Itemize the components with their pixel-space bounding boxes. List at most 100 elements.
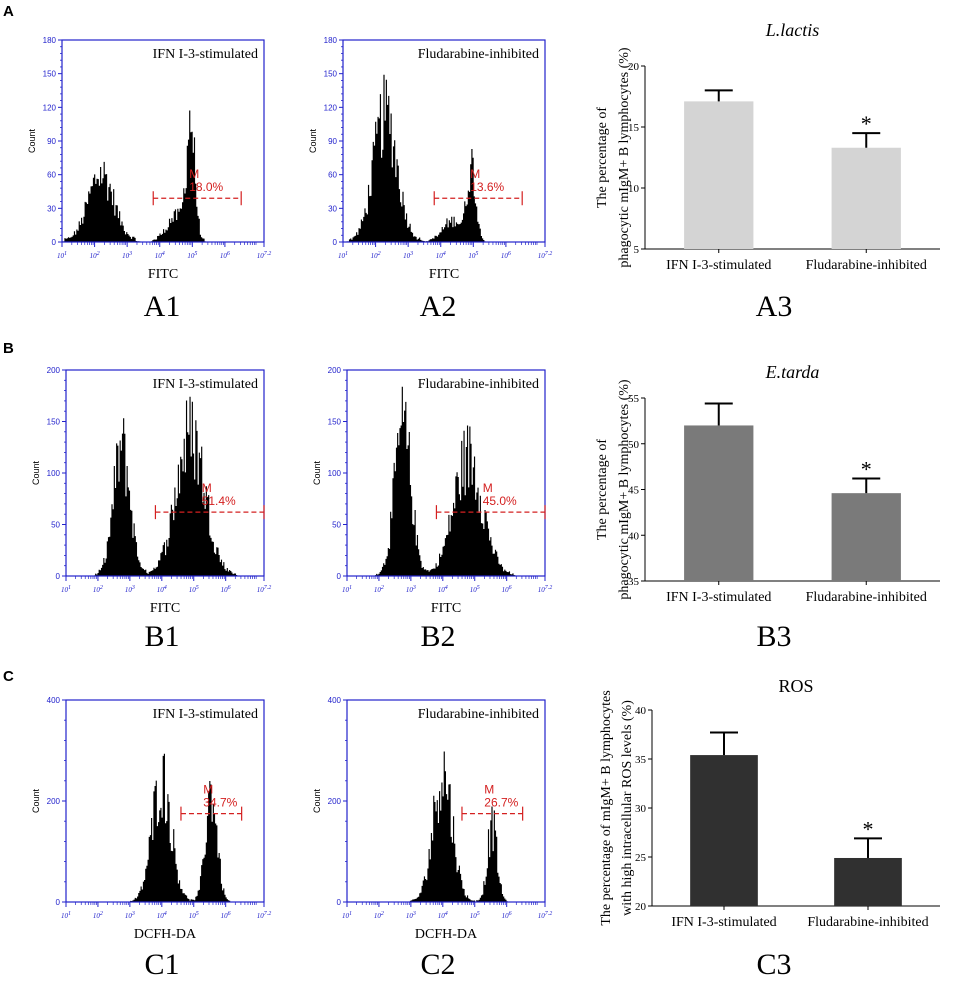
bar bbox=[684, 101, 754, 249]
bar bbox=[831, 493, 901, 581]
y-tick-label: 35 bbox=[635, 754, 647, 766]
gate-label: M bbox=[203, 783, 213, 797]
gate-label: M bbox=[483, 481, 493, 495]
y-tick-label: 200 bbox=[328, 797, 342, 806]
y-axis-label-line2: phagocytic mIgM+ B lymphocytes (%) bbox=[617, 379, 632, 600]
y-tick-label: 20 bbox=[635, 901, 647, 913]
y-tick-label: 30 bbox=[47, 204, 56, 213]
histogram-C1: 0 200 400 Count 101 102 103 104 105 106 107.2 DCFH-… bbox=[31, 696, 271, 981]
y-tick-label: 30 bbox=[328, 204, 337, 213]
x-tick-label: 106 bbox=[502, 911, 512, 920]
category-label: Fludarabine-inhibited bbox=[807, 915, 928, 930]
histogram-B2: 0 50 100 150 200 Count 101 102 103 104 105 106 107.2… bbox=[312, 366, 552, 653]
gate-percentage: 45.0% bbox=[483, 494, 517, 508]
x-axis-label: FITC bbox=[150, 601, 180, 616]
row-label-b: B bbox=[3, 340, 14, 357]
y-axis-label: Count bbox=[312, 789, 322, 814]
bar bbox=[684, 425, 754, 581]
significance-star: * bbox=[861, 111, 872, 136]
x-tick-label: 104 bbox=[436, 250, 446, 260]
x-tick-label: 103 bbox=[125, 585, 135, 594]
x-tick-label: 104 bbox=[438, 910, 448, 920]
gate-label: M bbox=[189, 167, 199, 181]
y-tick-label: 5 bbox=[634, 244, 640, 256]
x-axis-label: DCFH-DA bbox=[134, 927, 197, 942]
histogram-bars bbox=[93, 396, 239, 576]
histogram-bars bbox=[62, 110, 206, 242]
bar bbox=[831, 147, 901, 249]
y-tick-label: 45 bbox=[628, 485, 640, 497]
y-tick-label: 150 bbox=[47, 418, 61, 427]
y-axis-label-line2: phagocytic mIgM+ B lymphocytes (%) bbox=[617, 47, 632, 268]
panel-label: B1 bbox=[144, 620, 179, 653]
x-tick-label: 101 bbox=[342, 585, 352, 594]
x-tick-label: 106 bbox=[501, 251, 511, 260]
x-tick-label: 107.2 bbox=[538, 585, 553, 594]
category-label: IFN I-3-stimulated bbox=[666, 258, 771, 273]
y-tick-label: 50 bbox=[332, 521, 341, 530]
histogram-bars bbox=[374, 386, 516, 576]
y-tick-label: 200 bbox=[47, 797, 61, 806]
x-tick-label: 104 bbox=[155, 250, 165, 260]
x-tick-label: 101 bbox=[57, 251, 67, 260]
y-tick-label: 120 bbox=[43, 103, 57, 112]
x-tick-label: 103 bbox=[406, 585, 416, 594]
significance-star: * bbox=[861, 457, 872, 482]
y-tick-label: 400 bbox=[328, 696, 342, 705]
row-label-a: A bbox=[3, 3, 14, 20]
x-tick-label: 103 bbox=[403, 251, 413, 260]
gate-label: M bbox=[470, 167, 480, 181]
row-label-c: C bbox=[3, 668, 14, 685]
histogram-title: IFN I-3-stimulated bbox=[153, 47, 258, 62]
panel-label: C3 bbox=[756, 948, 791, 981]
y-tick-label: 150 bbox=[324, 70, 338, 79]
bar bbox=[690, 755, 758, 906]
y-tick-label: 10 bbox=[628, 183, 640, 195]
panel-label: C1 bbox=[144, 948, 179, 981]
panel-label: B2 bbox=[420, 620, 455, 653]
y-tick-label: 60 bbox=[328, 171, 337, 180]
x-tick-label: 105 bbox=[470, 585, 480, 594]
y-tick-label: 55 bbox=[628, 393, 640, 405]
y-tick-label: 50 bbox=[51, 521, 60, 530]
x-tick-label: 101 bbox=[338, 251, 348, 260]
significance-star: * bbox=[863, 816, 874, 841]
chart-title: E.tarda bbox=[765, 362, 820, 382]
x-tick-label: 105 bbox=[187, 251, 197, 260]
x-tick-label: 105 bbox=[470, 911, 480, 920]
chart-title: L.lactis bbox=[765, 20, 820, 40]
histogram-title: IFN I-3-stimulated bbox=[153, 707, 258, 722]
gate-percentage: 34.7% bbox=[203, 796, 237, 810]
y-tick-label: 60 bbox=[47, 171, 56, 180]
y-axis-label: Count bbox=[312, 461, 322, 486]
y-tick-label: 50 bbox=[628, 439, 640, 451]
y-tick-label: 200 bbox=[328, 366, 342, 375]
x-tick-label: 101 bbox=[61, 585, 71, 594]
panel-label: A2 bbox=[420, 290, 457, 323]
panel-label: A1 bbox=[144, 290, 181, 323]
x-tick-label: 107.2 bbox=[257, 911, 272, 920]
y-tick-label: 0 bbox=[56, 898, 61, 907]
y-axis-label: Count bbox=[31, 789, 41, 814]
y-tick-label: 0 bbox=[337, 898, 342, 907]
x-tick-label: 107.2 bbox=[538, 251, 553, 260]
y-tick-label: 120 bbox=[324, 103, 338, 112]
y-axis-label-line1: The percentage of bbox=[595, 107, 610, 208]
x-tick-label: 102 bbox=[374, 585, 384, 594]
x-tick-label: 107.2 bbox=[257, 251, 272, 260]
gate-percentage: 18.0% bbox=[189, 180, 223, 194]
category-label: Fludarabine-inhibited bbox=[806, 258, 927, 273]
y-tick-label: 0 bbox=[56, 572, 61, 581]
y-tick-label: 20 bbox=[628, 61, 640, 73]
y-tick-label: 30 bbox=[635, 803, 647, 815]
y-tick-label: 40 bbox=[628, 530, 640, 542]
histogram-title: Fludarabine-inhibited bbox=[418, 47, 539, 62]
y-tick-label: 40 bbox=[635, 705, 647, 717]
x-tick-label: 106 bbox=[502, 585, 512, 594]
x-tick-label: 104 bbox=[157, 910, 167, 920]
x-tick-label: 104 bbox=[157, 584, 167, 594]
panel-label: A3 bbox=[756, 290, 793, 323]
x-tick-label: 102 bbox=[371, 251, 381, 260]
x-tick-label: 106 bbox=[220, 251, 230, 260]
